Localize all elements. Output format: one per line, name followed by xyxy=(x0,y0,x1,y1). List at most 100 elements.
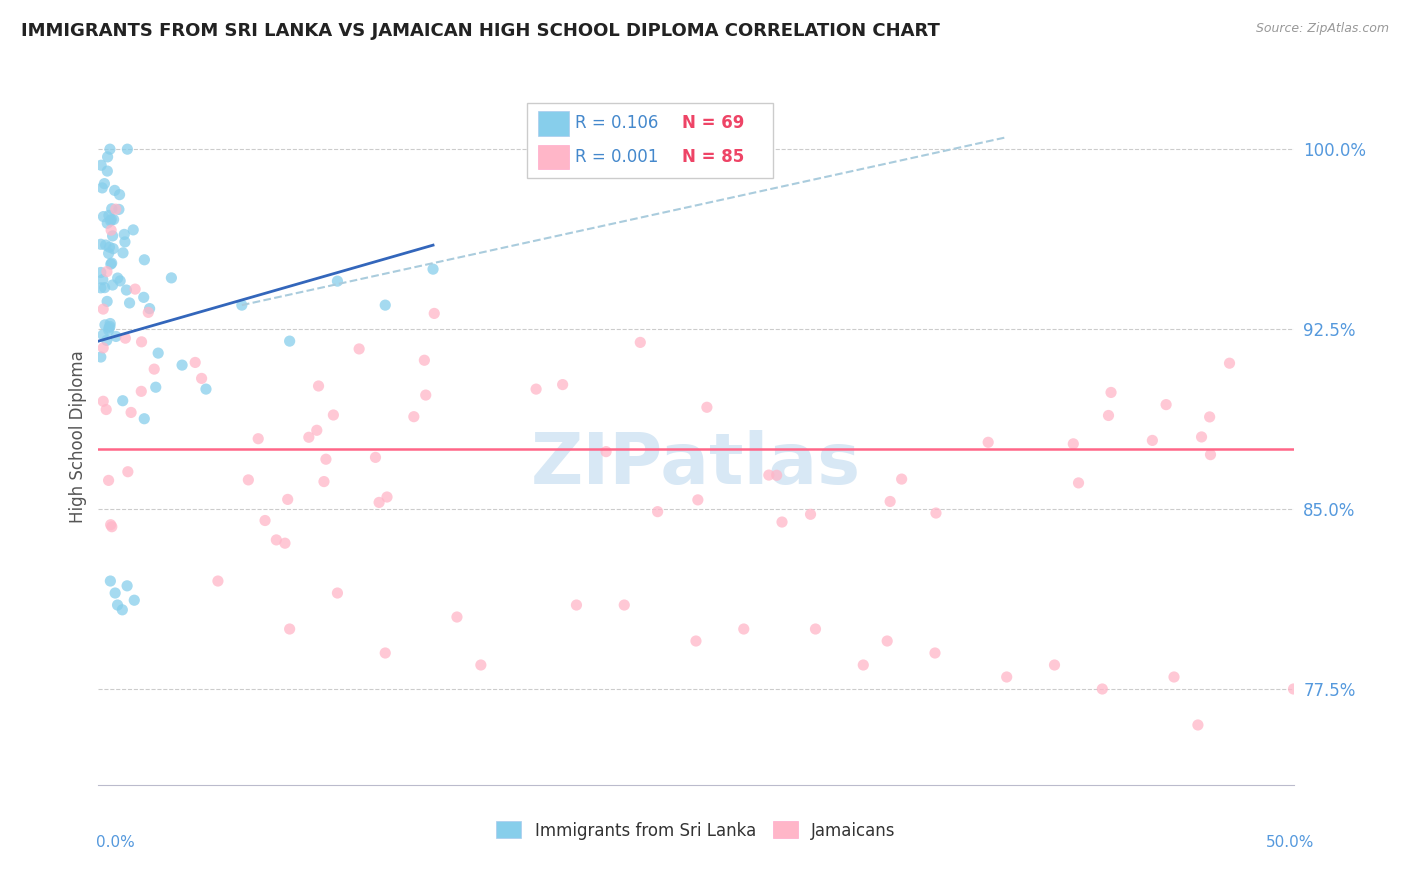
Point xyxy=(90,265,112,279)
Legend: Immigrants from Sri Lanka, Jamaicans: Immigrants from Sri Lanka, Jamaicans xyxy=(489,814,903,847)
Point xyxy=(565,598,588,612)
Point xyxy=(98,574,122,588)
Point xyxy=(124,282,146,296)
Point xyxy=(107,271,129,285)
Point xyxy=(770,515,793,529)
Point xyxy=(132,290,155,304)
Point xyxy=(100,202,122,216)
Text: IMMIGRANTS FROM SRI LANKA VS JAMAICAN HIGH SCHOOL DIPLOMA CORRELATION CHART: IMMIGRANTS FROM SRI LANKA VS JAMAICAN HI… xyxy=(21,22,941,40)
Point xyxy=(758,468,780,483)
Point xyxy=(134,252,156,267)
Point xyxy=(595,444,617,458)
Point xyxy=(118,296,141,310)
Point xyxy=(100,517,122,532)
Point xyxy=(1282,681,1305,696)
Point xyxy=(364,450,387,465)
Point xyxy=(305,423,328,437)
Point xyxy=(96,216,118,230)
Point xyxy=(190,371,212,385)
Point xyxy=(122,223,145,237)
Point xyxy=(97,474,120,488)
Point xyxy=(108,274,131,288)
Point xyxy=(613,598,636,612)
Point xyxy=(231,298,253,312)
Point xyxy=(195,382,218,396)
Point xyxy=(91,394,114,409)
Point xyxy=(138,301,160,316)
Point xyxy=(422,262,444,277)
Point xyxy=(91,272,114,286)
Point xyxy=(890,472,912,486)
Text: R = 0.001: R = 0.001 xyxy=(575,148,658,166)
Point xyxy=(852,658,875,673)
Point xyxy=(277,492,299,507)
Point xyxy=(100,212,122,227)
Point xyxy=(799,508,821,522)
Point xyxy=(136,305,159,319)
Text: R = 0.106: R = 0.106 xyxy=(575,114,658,132)
Point xyxy=(207,574,229,588)
Point xyxy=(107,598,129,612)
Point xyxy=(876,634,898,648)
Point xyxy=(115,283,138,297)
Point xyxy=(1062,437,1084,451)
Point xyxy=(100,256,122,270)
Point xyxy=(322,408,344,422)
Point xyxy=(266,533,288,547)
Point xyxy=(628,335,651,350)
Point xyxy=(104,183,127,197)
Point xyxy=(114,331,136,345)
Point xyxy=(90,237,112,252)
Point xyxy=(1043,658,1066,673)
Point xyxy=(247,432,270,446)
Point xyxy=(413,353,436,368)
Point xyxy=(98,240,121,254)
Point xyxy=(100,223,122,237)
Point xyxy=(90,158,112,172)
Point xyxy=(308,379,330,393)
Point xyxy=(100,257,122,271)
Point xyxy=(91,327,114,342)
Point xyxy=(1097,409,1119,423)
Point xyxy=(1099,385,1122,400)
Point xyxy=(108,187,131,202)
Text: 0.0%: 0.0% xyxy=(96,836,135,850)
Point xyxy=(184,355,207,369)
Point xyxy=(1163,670,1185,684)
Point xyxy=(96,294,118,309)
Point xyxy=(402,409,425,424)
Point xyxy=(114,235,136,249)
Point xyxy=(97,208,120,222)
Point xyxy=(93,210,115,224)
Point xyxy=(91,302,114,317)
Point xyxy=(94,318,117,332)
Point xyxy=(375,490,398,504)
Point xyxy=(91,341,114,355)
Point xyxy=(129,384,152,399)
Point xyxy=(97,246,120,260)
Text: N = 85: N = 85 xyxy=(682,148,744,166)
Point xyxy=(93,280,115,294)
Point xyxy=(117,142,139,156)
Point xyxy=(143,362,166,376)
Point xyxy=(1091,681,1114,696)
Point xyxy=(415,388,437,402)
Point xyxy=(1142,434,1164,448)
Point xyxy=(368,495,391,509)
Point xyxy=(879,494,901,508)
Point xyxy=(374,646,396,660)
Point xyxy=(120,405,142,419)
Point xyxy=(117,465,139,479)
Point xyxy=(104,586,127,600)
Point xyxy=(1199,448,1222,462)
Point xyxy=(172,358,194,372)
Point xyxy=(298,430,321,444)
Point xyxy=(111,603,134,617)
Point xyxy=(108,202,131,217)
Point xyxy=(131,334,153,349)
Point xyxy=(315,452,337,467)
Point xyxy=(96,164,118,178)
Point xyxy=(278,334,301,348)
Point xyxy=(524,382,547,396)
Point xyxy=(696,401,718,415)
